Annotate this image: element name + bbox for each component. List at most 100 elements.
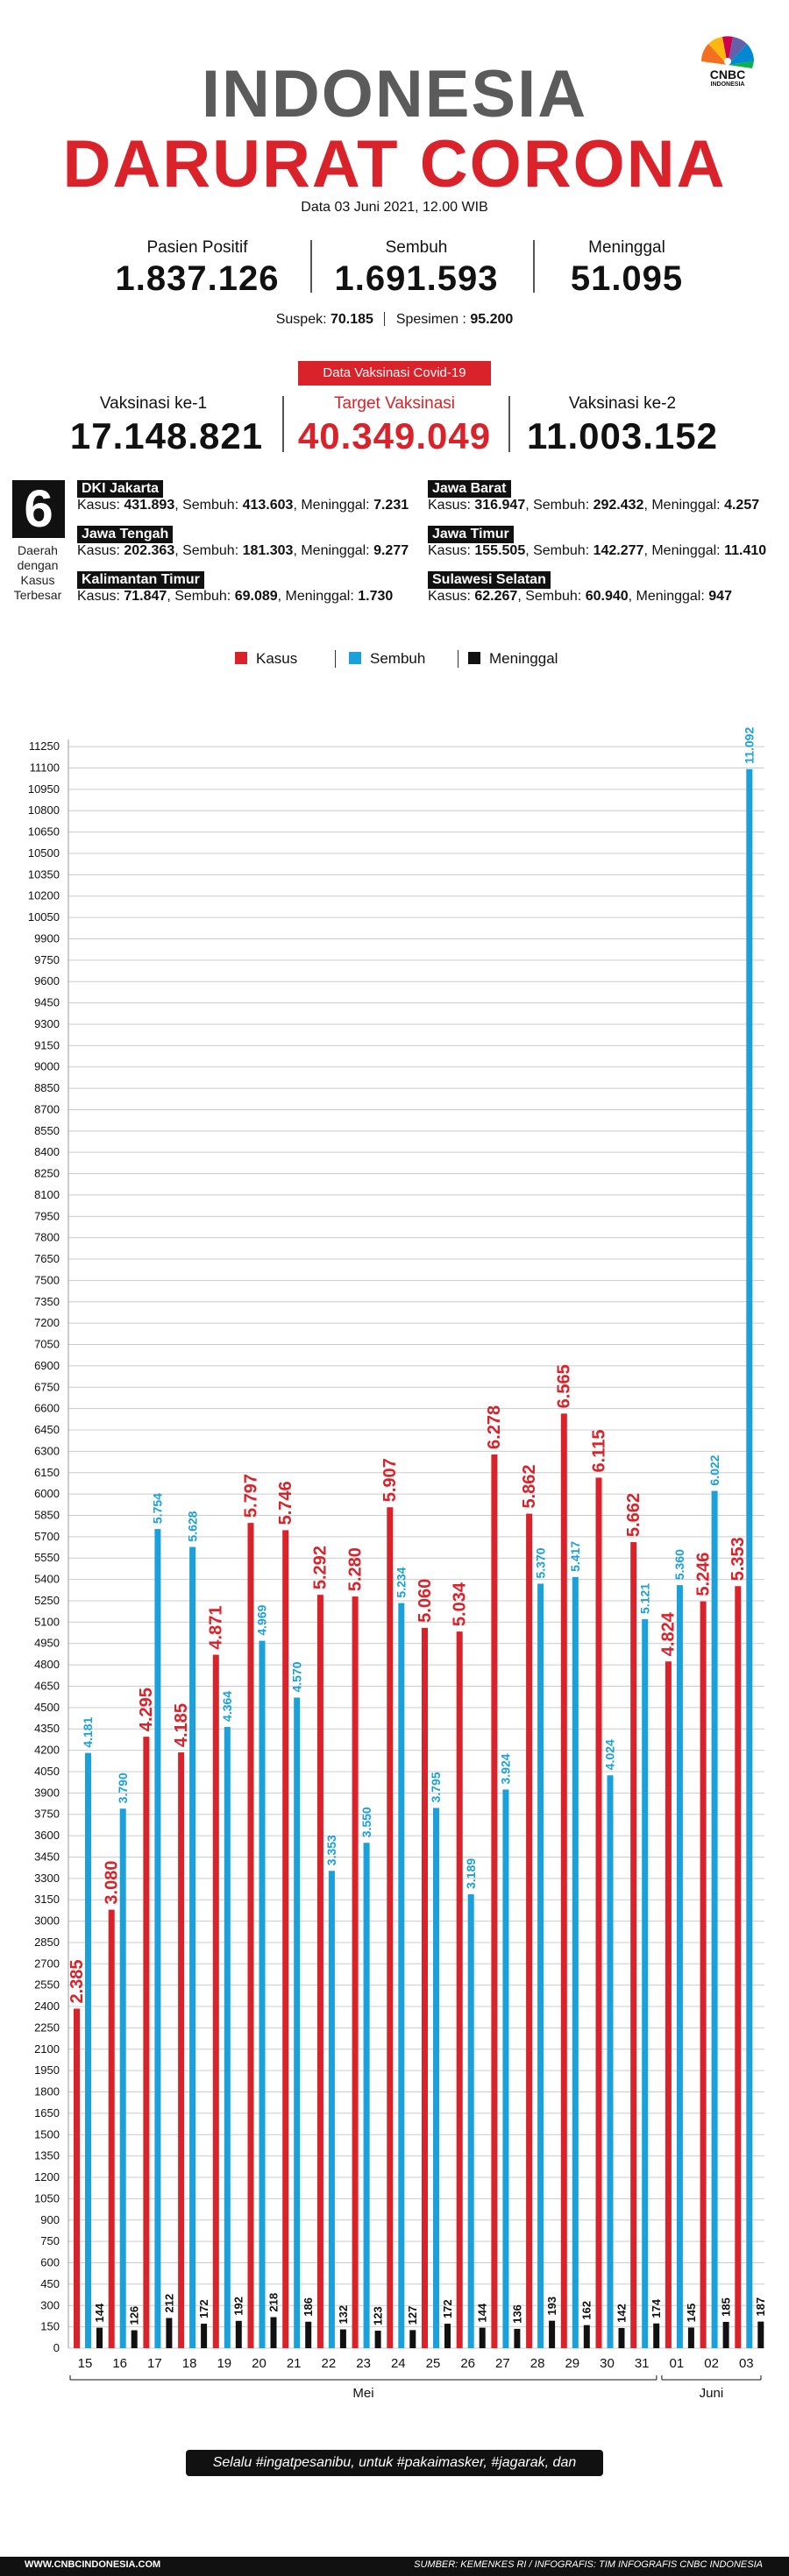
bar-kasus: [630, 1542, 637, 2348]
data-label-kasus: 5.060: [416, 1579, 435, 1623]
y-tick-label: 6150: [34, 1466, 60, 1479]
meninggal-label: Meninggal:: [301, 498, 370, 513]
province-stats: Kasus: 71.847, Sembuh: 69.089, Meninggal…: [77, 589, 394, 604]
data-label-meninggal: 186: [302, 2297, 315, 2317]
y-tick-label: 6300: [34, 1444, 60, 1457]
data-label-sembuh: 5.121: [637, 1583, 651, 1614]
y-tick-label: 0: [53, 2341, 60, 2354]
y-tick-label: 6600: [34, 1402, 60, 1415]
y-tick-label: 600: [40, 2256, 60, 2269]
y-tick-label: 900: [40, 2213, 60, 2226]
bar-sembuh: [154, 1529, 161, 2348]
province-name: Kalimantan Timur: [77, 571, 204, 589]
vaksinasi-badge: Data Vaksinasi Covid-19: [298, 361, 491, 386]
bar-meninggal: [235, 2320, 242, 2348]
bar-meninggal: [201, 2324, 208, 2348]
bar-meninggal: [444, 2324, 451, 2348]
meninggal-value: 1.730: [358, 589, 394, 604]
y-tick-label: 1050: [34, 2191, 60, 2204]
data-label-kasus: 5.280: [345, 1547, 365, 1591]
bar-meninggal: [270, 2317, 277, 2348]
legend-swatch-kasus: [235, 652, 247, 664]
y-tick-label: 8700: [34, 1102, 60, 1115]
bar-kasus: [595, 1477, 602, 2348]
x-tick-label: 18: [182, 2356, 197, 2371]
bar-kasus: [700, 1601, 707, 2348]
website-link[interactable]: WWW.CNBCINDONESIA.COM: [25, 2559, 161, 2570]
bar-meninggal: [583, 2325, 590, 2348]
y-tick-label: 450: [40, 2277, 60, 2290]
divider: [533, 240, 535, 293]
bar-kasus: [143, 1737, 150, 2348]
bar-sembuh: [676, 1585, 683, 2348]
bar-sembuh: [294, 1697, 301, 2348]
data-label-sembuh: 5.234: [394, 1567, 409, 1597]
y-tick-label: 8850: [34, 1081, 60, 1094]
data-label-meninggal: 126: [128, 2306, 141, 2325]
count-label-line: Kasus: [20, 573, 55, 587]
bar-sembuh: [398, 1603, 405, 2348]
data-label-sembuh: 5.754: [151, 1493, 165, 1524]
x-tick-label: 17: [147, 2356, 162, 2371]
data-label-kasus: 4.871: [207, 1606, 226, 1650]
kasus-value: 202.363: [124, 543, 175, 558]
y-tick-label: 10050: [28, 910, 60, 924]
data-label-kasus: 4.185: [172, 1703, 191, 1747]
bar-meninggal: [131, 2330, 138, 2348]
bar-meninggal: [687, 2327, 694, 2348]
bar-kasus: [316, 1595, 323, 2348]
spesimen-value: 95.200: [470, 312, 514, 327]
y-tick-label: 11100: [30, 761, 60, 774]
province-stats: Kasus: 316.947, Sembuh: 292.432, Meningg…: [428, 498, 760, 513]
data-label-meninggal: 193: [545, 2296, 558, 2316]
footer-bar: [0, 2557, 789, 2576]
x-tick-label: 30: [600, 2356, 615, 2371]
meninggal-value: 7.231: [373, 498, 409, 513]
data-label-sembuh: 11.092: [743, 727, 757, 764]
data-label-meninggal: 123: [372, 2306, 385, 2325]
bar-sembuh: [433, 1808, 439, 2348]
kasus-value: 155.505: [474, 543, 526, 558]
sembuh-label: Sembuh:: [182, 543, 239, 558]
x-tick-label: 20: [252, 2356, 267, 2371]
month-label: Mei: [352, 2386, 373, 2401]
y-tick-label: 9000: [34, 1060, 60, 1073]
bar-kasus: [526, 1513, 533, 2348]
divider: [384, 312, 386, 326]
y-tick-label: 9600: [34, 974, 60, 987]
data-label-kasus: 5.246: [693, 1553, 713, 1596]
sembuh-label: Sembuh:: [174, 589, 231, 604]
x-tick-label: 29: [565, 2356, 579, 2371]
kasus-label: Kasus:: [428, 498, 471, 513]
legend-sembuh: Sembuh: [349, 650, 425, 668]
y-tick-label: 3300: [34, 1872, 60, 1885]
bar-meninggal: [409, 2330, 416, 2348]
x-tick-label: 01: [670, 2356, 685, 2371]
legend-meninggal: Meninggal: [468, 650, 558, 668]
meninggal-label: Meninggal:: [285, 589, 354, 604]
bar-meninggal: [374, 2331, 381, 2348]
legend-swatch-meninggal: [468, 652, 480, 664]
bar-meninggal: [339, 2329, 346, 2348]
y-tick-label: 10500: [28, 846, 60, 860]
y-tick-label: 5700: [34, 1530, 60, 1543]
data-label-sembuh: 3.189: [464, 1858, 478, 1889]
sembuh-label: Sembuh:: [182, 498, 239, 513]
y-tick-label: 4200: [34, 1744, 60, 1757]
sembuh-value: 1.691.593: [334, 259, 499, 298]
bar-kasus: [665, 1661, 672, 2348]
meninggal-value: 4.257: [724, 498, 760, 513]
kasus-label: Kasus:: [428, 543, 471, 558]
y-tick-label: 4050: [34, 1765, 60, 1778]
y-tick-label: 3150: [34, 1893, 60, 1906]
data-label-kasus: 4.295: [137, 1688, 156, 1731]
y-tick-label: 3450: [34, 1850, 60, 1863]
bar-kasus: [387, 1507, 394, 2348]
bar-meninggal: [305, 2321, 312, 2348]
target-vaksinasi-label: Target Vaksinasi: [334, 394, 455, 413]
meninggal-label: Meninggal:: [636, 589, 705, 604]
bar-kasus: [560, 1413, 567, 2348]
sembuh-value: 413.603: [242, 498, 294, 513]
bar-meninggal: [757, 2321, 764, 2348]
y-tick-label: 5400: [34, 1573, 60, 1586]
